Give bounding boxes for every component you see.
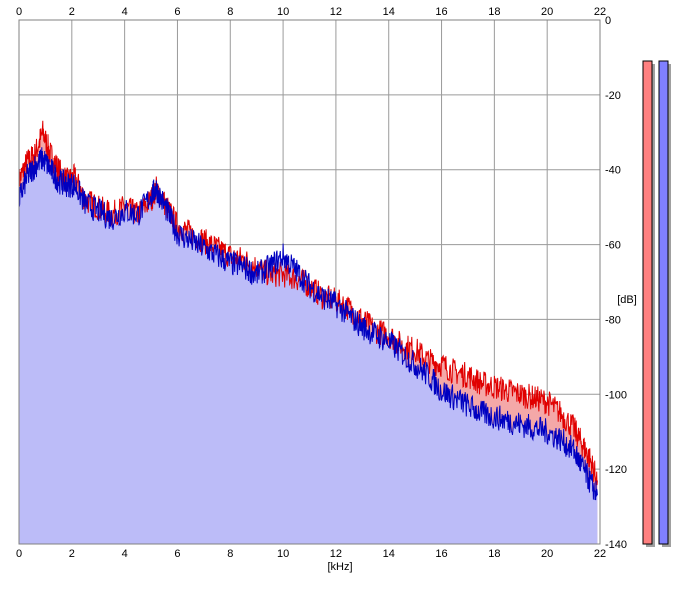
series-lines [18,120,598,501]
plot-frame [18,19,601,545]
y-tick-4: -80 [605,314,621,326]
y-tick-7: -140 [605,539,627,551]
x-tick-top-7: 14 [383,6,395,18]
x-tick-top-6: 12 [330,6,342,18]
x-tick-top-10: 20 [541,6,553,18]
x-tick-bottom-7: 14 [383,548,395,560]
x-tick-bottom-1: 2 [69,548,75,560]
y-tick-5: -100 [605,389,627,401]
meter-bar-1 [658,60,669,545]
y-tick-2: -40 [605,165,621,177]
x-tick-top-2: 4 [122,6,128,18]
x-tick-top-9: 18 [488,6,500,18]
x-unit-label: [kHz] [327,561,352,573]
x-tick-top-5: 10 [277,6,289,18]
y-tick-3: -60 [605,240,621,252]
level-meters [642,60,671,547]
series-line-1 [18,147,598,501]
x-tick-bottom-10: 20 [541,548,553,560]
x-tick-top-3: 6 [174,6,180,18]
x-tick-labels-bottom: 0 2 4 6 8 10 12 14 16 18 20 22 [16,548,606,560]
x-tick-bottom-5: 10 [277,548,289,560]
x-tick-top-11: 22 [594,6,606,18]
x-tick-bottom-11: 22 [594,548,606,560]
x-tick-bottom-9: 18 [488,548,500,560]
meter-bar-0 [642,60,653,545]
x-tick-top-4: 8 [227,6,233,18]
x-tick-bottom-3: 6 [174,548,180,560]
x-tick-bottom-8: 16 [435,548,447,560]
x-tick-top-1: 2 [69,6,75,18]
series-line-0 [18,120,598,488]
series-area-1 [19,147,598,545]
x-tick-bottom-2: 4 [122,548,128,560]
x-tick-labels-top: 0 2 4 6 8 10 12 14 16 18 20 22 [16,6,606,18]
x-tick-bottom-6: 12 [330,548,342,560]
x-tick-bottom-4: 8 [227,548,233,560]
y-unit-label: [dB] [617,294,637,306]
y-tick-0: 0 [605,15,611,27]
y-tick-1: -20 [605,90,621,102]
y-tick-6: -120 [605,464,627,476]
x-tick-bottom-0: 0 [16,548,22,560]
x-tick-top-0: 0 [16,6,22,18]
series-areas [19,120,598,545]
y-tick-labels: 0 -20 -40 -60 -80 -100 -120 -140 [605,15,627,551]
x-tick-top-8: 16 [435,6,447,18]
